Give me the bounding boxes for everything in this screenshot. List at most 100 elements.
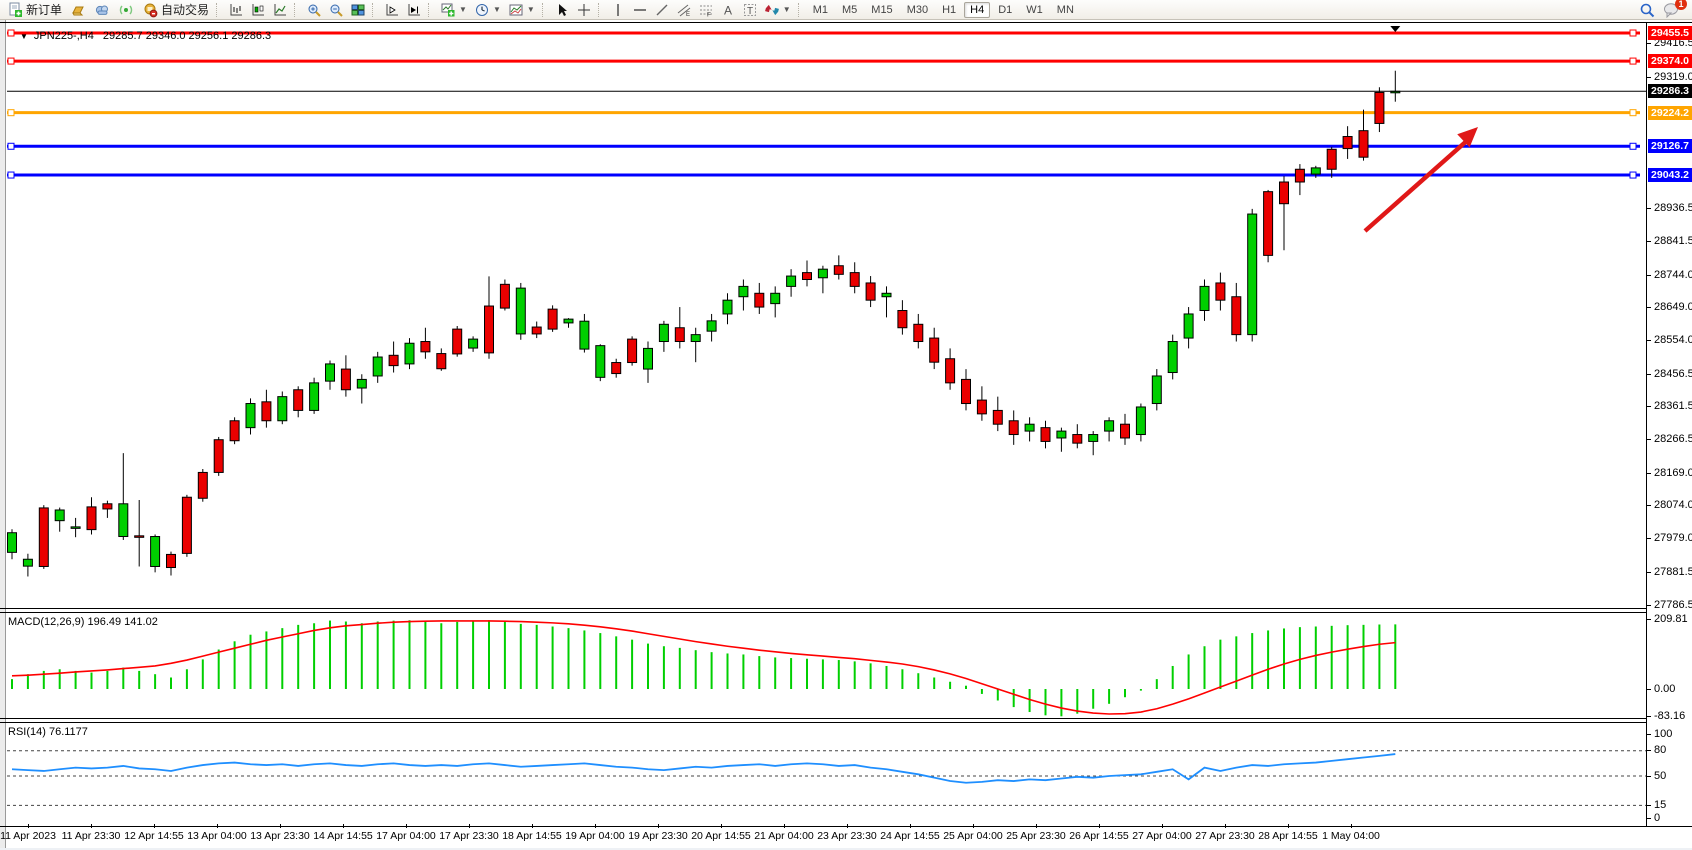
axis-tick xyxy=(1647,373,1651,375)
candle xyxy=(1120,413,1130,445)
candle xyxy=(1072,424,1083,449)
price-tick-label: 28936.5 xyxy=(1654,202,1692,215)
new-chart-button[interactable]: ▼ xyxy=(437,1,471,19)
pane-splitter-line[interactable] xyxy=(0,608,1692,609)
chat-unread-badge: 1 xyxy=(1675,0,1687,10)
pane-splitter-line[interactable] xyxy=(0,612,1692,613)
timeframe-button-h4[interactable]: H4 xyxy=(964,1,991,18)
text-icon: A xyxy=(721,3,735,17)
arrows-button[interactable]: ▼ xyxy=(761,1,795,19)
axis-tick xyxy=(1647,733,1651,735)
line-end-marker[interactable] xyxy=(1629,109,1637,117)
label-button[interactable]: T xyxy=(739,1,761,19)
line-end-marker[interactable] xyxy=(1629,29,1637,37)
rsi-pane[interactable] xyxy=(0,723,1646,826)
toolbar-separator xyxy=(372,2,378,17)
line-end-marker[interactable] xyxy=(1629,142,1637,150)
candle xyxy=(897,300,908,335)
timeframe-button-mn[interactable]: MN xyxy=(1056,3,1074,16)
timeframe-button-m1[interactable]: M1 xyxy=(812,3,828,16)
candle xyxy=(134,499,145,567)
candle xyxy=(1167,334,1178,380)
horizontal-line[interactable] xyxy=(7,109,1640,117)
fibonacci-button[interactable]: F xyxy=(695,1,717,19)
line-end-marker[interactable] xyxy=(1629,171,1637,179)
date-label: 18 Apr 14:55 xyxy=(502,830,562,842)
timeframe-toolbar: M1 M5 M15 M30 H1 H4 D1 W1 MN xyxy=(807,1,1080,18)
date-label: 1 May 04:00 xyxy=(1322,830,1380,842)
timeframe-button-m30[interactable]: M30 xyxy=(906,3,929,16)
arrow-annotation[interactable] xyxy=(1363,127,1478,233)
axis-tick xyxy=(1647,750,1651,752)
zoom-out-button[interactable] xyxy=(325,1,347,19)
horizontal-line-button[interactable] xyxy=(629,1,651,19)
crosshair-button[interactable] xyxy=(573,1,595,19)
candle xyxy=(150,534,161,573)
tile-windows-button[interactable] xyxy=(347,1,369,19)
axis-tick xyxy=(1647,604,1651,606)
candle xyxy=(1310,165,1321,178)
channel-button[interactable]: E xyxy=(673,1,695,19)
autotrade-button[interactable]: 自动交易 xyxy=(138,1,213,19)
line-end-marker[interactable] xyxy=(7,171,15,179)
line-end-marker[interactable] xyxy=(1629,57,1637,65)
vertical-line-icon xyxy=(611,3,625,17)
timeframe-button-w1[interactable]: W1 xyxy=(1026,3,1043,16)
cursor-button[interactable] xyxy=(551,1,573,19)
horizontal-line[interactable] xyxy=(7,142,1640,150)
line-chart-button[interactable] xyxy=(269,1,291,19)
horizontal-line[interactable] xyxy=(7,29,1640,37)
candle xyxy=(118,453,129,540)
candle xyxy=(1183,307,1194,349)
bar-chart-button[interactable] xyxy=(225,1,247,19)
pane-splitter-line[interactable] xyxy=(0,718,1692,719)
line-end-marker[interactable] xyxy=(7,109,15,117)
axis-tick xyxy=(1647,571,1651,573)
signals-button[interactable] xyxy=(114,1,138,19)
autoscroll-button[interactable] xyxy=(403,1,425,19)
text-button[interactable]: A xyxy=(717,1,739,19)
trendline-button[interactable] xyxy=(651,1,673,19)
vertical-line-button[interactable] xyxy=(607,1,629,19)
candle xyxy=(913,313,924,349)
search-button[interactable] xyxy=(1635,1,1659,19)
new-order-button[interactable]: 新订单 xyxy=(3,1,66,19)
price-axis[interactable]: 29416.5 29319.0 28936.5 28841.5 28744.0 28649… xyxy=(1646,23,1692,826)
candle xyxy=(499,279,510,311)
window-menu-icon[interactable]: ▼ xyxy=(20,31,28,41)
zoom-in-button[interactable] xyxy=(303,1,325,19)
chart-shift-button[interactable] xyxy=(381,1,403,19)
date-label: 26 Apr 14:55 xyxy=(1069,830,1129,842)
line-end-marker[interactable] xyxy=(7,29,15,37)
horizontal-line-icon xyxy=(633,3,647,17)
candle xyxy=(1326,146,1337,178)
candle-chart-button[interactable] xyxy=(247,1,269,19)
template-button[interactable]: ▼ xyxy=(505,1,539,19)
candle xyxy=(1056,427,1067,452)
main-price-pane[interactable] xyxy=(0,23,1646,608)
timeframe-button-m15[interactable]: M15 xyxy=(871,3,893,16)
candle xyxy=(595,344,606,382)
market-watch-button[interactable] xyxy=(66,1,90,19)
candle xyxy=(706,313,717,342)
chat-button[interactable]: 1 xyxy=(1659,0,1687,19)
line-end-marker[interactable] xyxy=(7,142,15,150)
pane-splitter-line[interactable] xyxy=(0,722,1692,723)
chart-window[interactable]: ▼ JPN225-,H4 29285.7 29346.0 29256.1 292… xyxy=(0,20,1692,850)
line-end-marker[interactable] xyxy=(7,57,15,65)
price-tick-label: 27979.0 xyxy=(1654,532,1692,545)
data-window-button[interactable] xyxy=(90,1,114,19)
macd-pane[interactable] xyxy=(0,613,1646,718)
rsi-axis-label: 80 xyxy=(1654,744,1667,757)
timeframe-button-m5[interactable]: M5 xyxy=(842,3,858,16)
timeframe-button-h1[interactable]: H1 xyxy=(942,3,957,16)
candle xyxy=(309,377,320,414)
horizontal-line[interactable] xyxy=(7,171,1640,179)
period-button[interactable]: ▼ xyxy=(471,1,505,19)
toolbar-separator xyxy=(541,2,548,17)
date-label: 11 Apr 23:30 xyxy=(61,830,121,842)
horizontal-line[interactable] xyxy=(7,57,1640,65)
timeframe-button-d1[interactable]: D1 xyxy=(998,3,1013,16)
date-label: 19 Apr 04:00 xyxy=(565,830,625,842)
candle xyxy=(722,293,733,325)
